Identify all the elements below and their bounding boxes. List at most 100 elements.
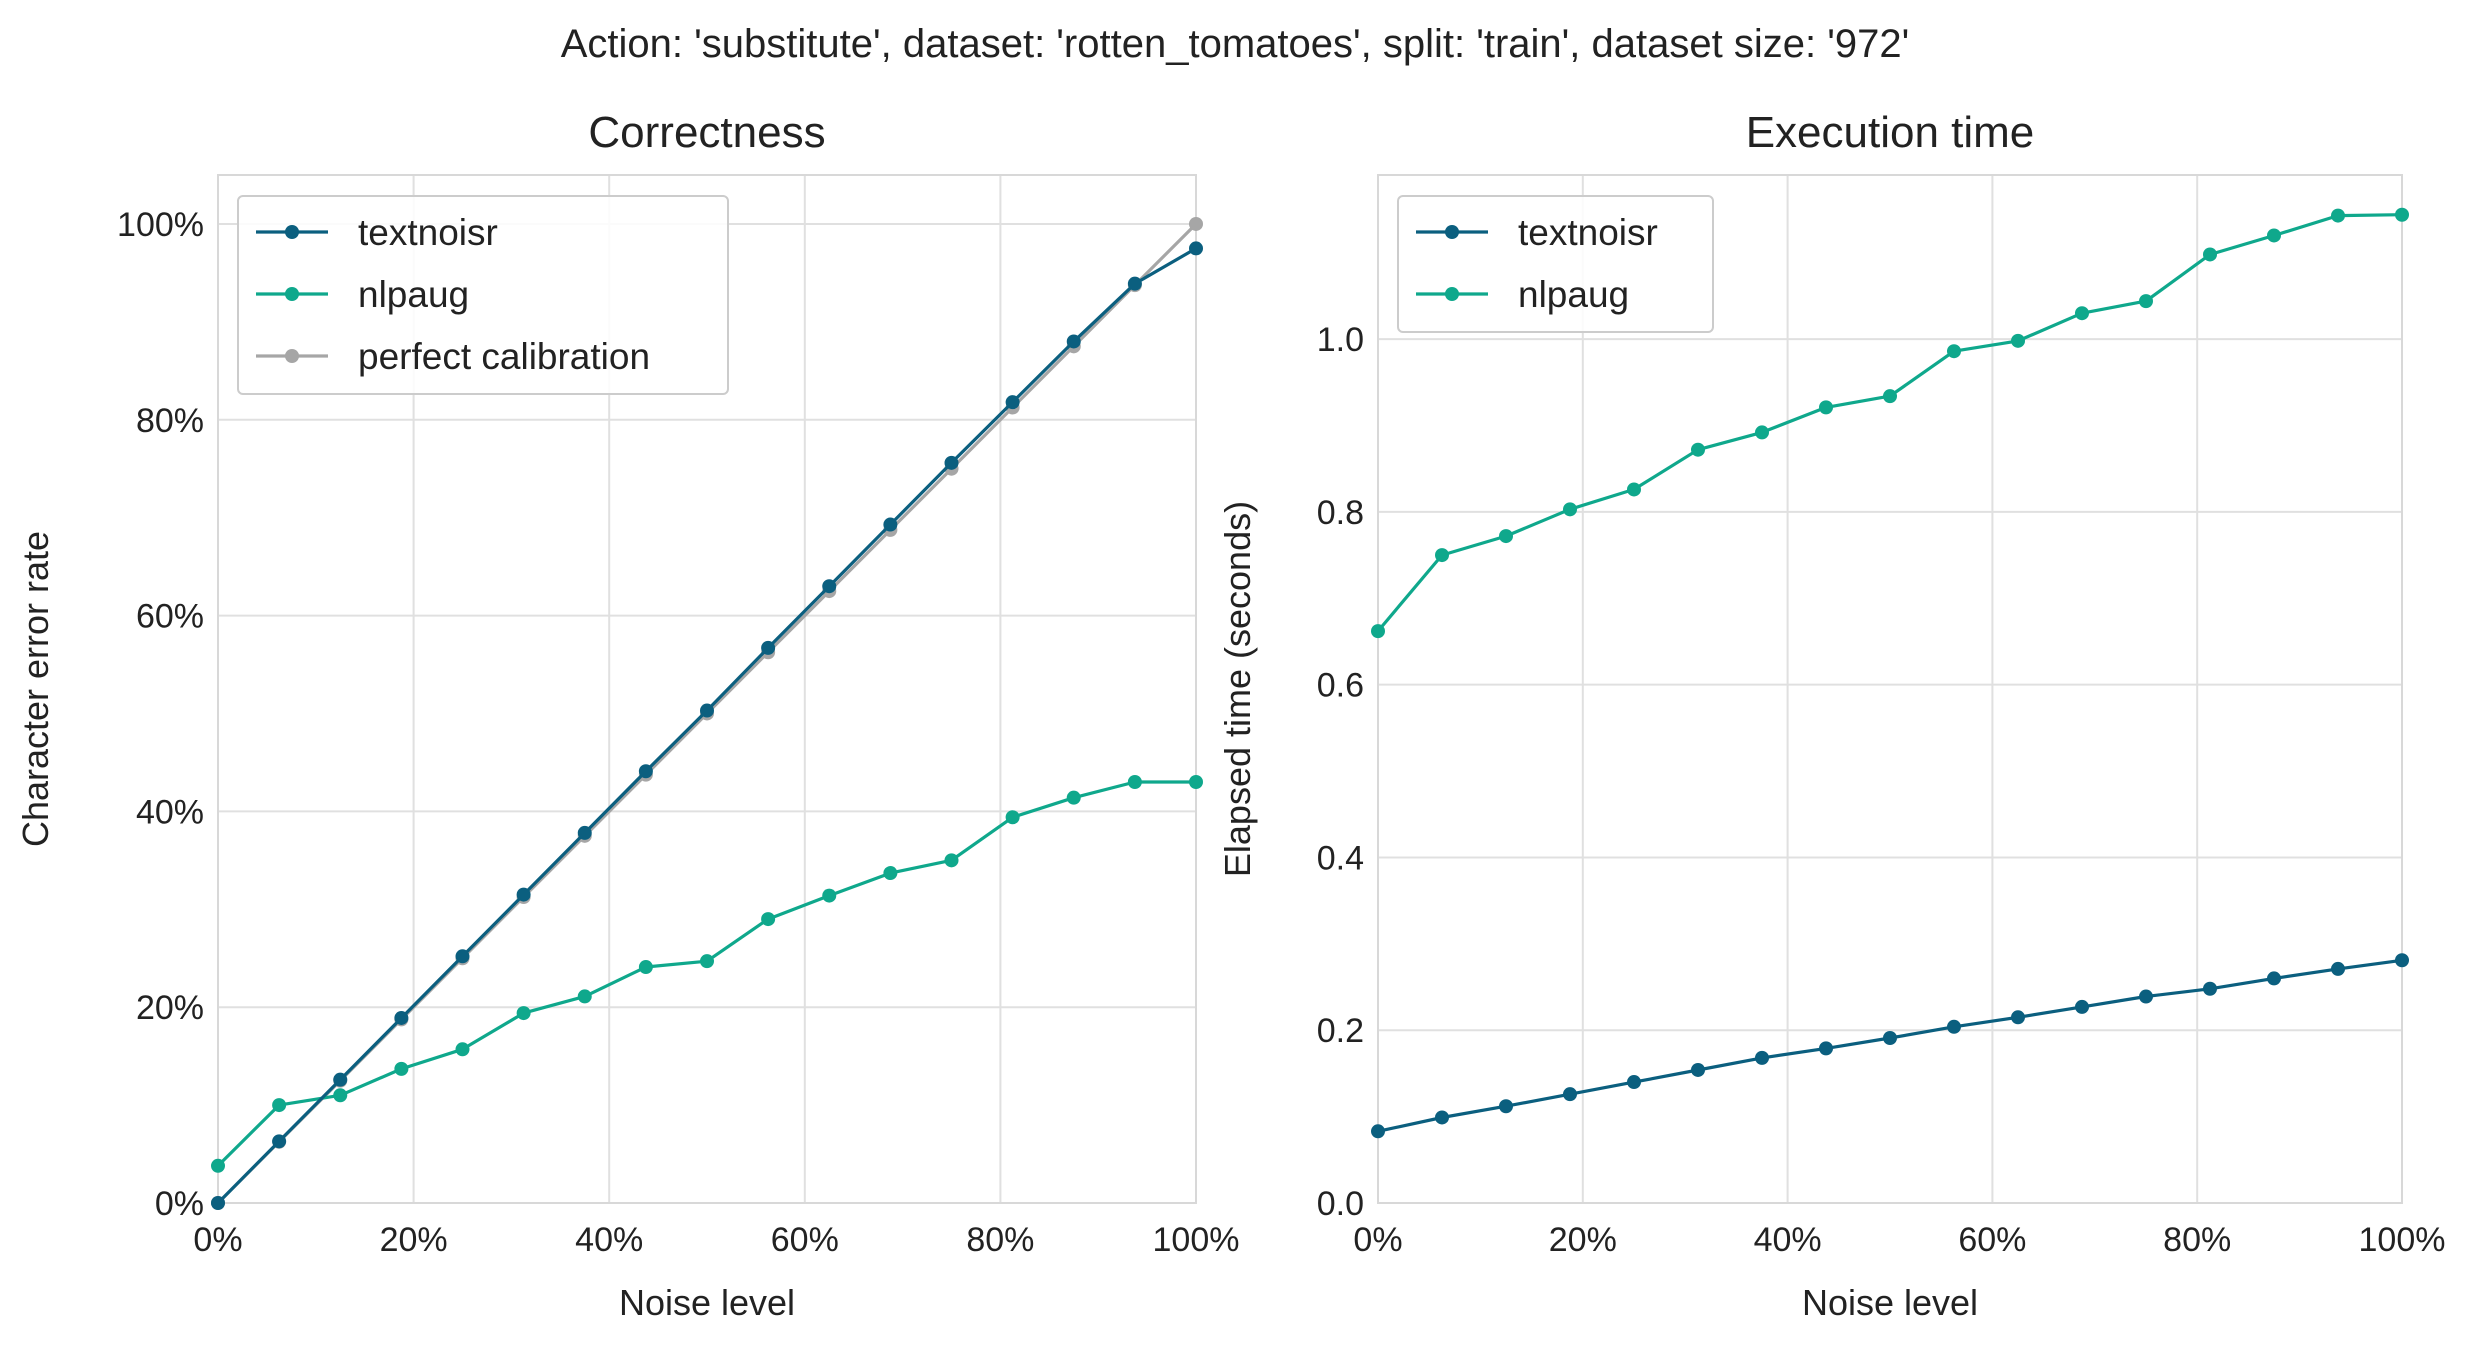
y-tick-label: 1.0 [1317, 321, 1364, 359]
x-axis-label: Noise level [1802, 1282, 1978, 1323]
data-point-textnoisr [1066, 334, 1081, 349]
data-point-textnoisr [883, 517, 898, 532]
x-tick-label: 0% [1353, 1221, 1402, 1259]
legend-entry-label: nlpaug [1518, 274, 1629, 315]
y-tick-label: 0.8 [1317, 494, 1364, 532]
data-point-textnoisr [455, 949, 470, 964]
x-tick-label: 0% [193, 1221, 242, 1259]
data-point-textnoisr [2011, 1010, 2025, 1025]
y-tick-label: 100% [117, 206, 204, 244]
data-point-textnoisr [1127, 276, 1142, 291]
data-point-nlpaug [333, 1088, 348, 1103]
legend-entry-label: perfect calibration [358, 336, 650, 377]
data-point-textnoisr [944, 455, 959, 470]
figure-suptitle: Action: 'substitute', dataset: 'rotten_t… [560, 22, 1910, 66]
legend-entry-label: textnoisr [358, 212, 498, 253]
plot-frame [1377, 174, 2403, 1204]
data-point-nlpaug [761, 912, 776, 927]
data-point-nlpaug [1819, 400, 1833, 415]
data-point-textnoisr [1371, 1124, 1385, 1139]
data-point-textnoisr [1005, 395, 1020, 410]
data-point-nlpaug [394, 1061, 409, 1076]
data-point-textnoisr [1499, 1099, 1513, 1114]
data-point-nlpaug [516, 1006, 531, 1021]
data-point-nlpaug [944, 853, 959, 868]
data-point-textnoisr [394, 1010, 409, 1025]
chart-title: Correctness [588, 108, 825, 157]
y-tick-label: 0.6 [1317, 667, 1364, 705]
y-tick-label: 80% [136, 402, 204, 440]
legend-frame [237, 195, 729, 395]
data-point-nlpaug [1499, 529, 1513, 544]
y-tick-label: 0.4 [1317, 839, 1364, 877]
data-point-textnoisr [1883, 1031, 1897, 1046]
data-point-nlpaug [1883, 389, 1897, 404]
y-tick-label: 40% [136, 793, 204, 831]
data-point-textnoisr [1947, 1019, 1961, 1034]
data-point-nlpaug [2395, 207, 2409, 222]
data-point-nlpaug [638, 960, 653, 975]
data-point-nlpaug [2075, 306, 2089, 321]
series-layer [1371, 207, 2409, 1139]
series-line-textnoisr [1377, 958, 2403, 1133]
x-tick-label: 20% [1549, 1221, 1617, 1259]
data-point-textnoisr [272, 1134, 287, 1149]
correctness-chart: 0% 20% 40% 60% 80% 100% 0% 20% 40% 60% 80% 100% Corr… [15, 108, 1239, 1323]
legend-marker-swatch [1445, 287, 1459, 301]
x-axis-label: Noise level [619, 1282, 795, 1323]
x-tick-label: 40% [1754, 1221, 1822, 1259]
data-point-textnoisr [1819, 1041, 1833, 1056]
x-tick-label: 20% [380, 1221, 448, 1259]
data-point-textnoisr [822, 579, 837, 594]
data-point-textnoisr [2331, 961, 2345, 976]
data-point-nlpaug [211, 1158, 225, 1173]
execution-time-chart: 0% 20% 40% 60% 80% 100% 0.0 0.2 0.4 0.6 0.8 1.0 Exec… [1217, 108, 2445, 1323]
plot-frame [217, 174, 1197, 1204]
data-point-nlpaug [1691, 442, 1705, 457]
series-layer [211, 216, 1203, 1210]
data-point-textnoisr [2395, 953, 2409, 968]
x-tick-label: 80% [2163, 1221, 2231, 1259]
y-tick-label: 20% [136, 989, 204, 1027]
data-point-textnoisr [516, 887, 531, 902]
y-tick-label: 0.2 [1317, 1012, 1364, 1050]
y-axis-label: Elapsed time (seconds) [1217, 501, 1258, 877]
legend-marker-swatch [285, 349, 299, 363]
x-tick-label: 40% [575, 1221, 643, 1259]
data-point-textnoisr [2139, 989, 2153, 1004]
data-point-textnoisr [577, 825, 592, 840]
x-tick-label: 60% [1958, 1221, 2026, 1259]
data-point-textnoisr [1435, 1110, 1449, 1125]
data-point-nlpaug [2011, 333, 2025, 348]
data-point-textnoisr [211, 1196, 225, 1210]
x-tick-label: 100% [2359, 1221, 2446, 1259]
data-point-textnoisr [638, 764, 653, 779]
data-point-nlpaug [2139, 294, 2153, 309]
data-point-nlpaug [1563, 502, 1577, 517]
data-point-textnoisr [1755, 1050, 1769, 1065]
data-point-nlpaug [1371, 624, 1385, 639]
x-tick-label: 100% [1153, 1221, 1240, 1259]
legend-entry-label: nlpaug [358, 274, 469, 315]
legend-marker-swatch [285, 287, 299, 301]
data-point-nlpaug [700, 954, 714, 969]
data-point-nlpaug [1066, 790, 1081, 805]
data-point-textnoisr [1691, 1062, 1705, 1077]
data-point-textnoisr [700, 703, 714, 718]
data-point-textnoisr [2203, 981, 2217, 996]
x-tick-label: 80% [966, 1221, 1034, 1259]
data-point-nlpaug [822, 888, 837, 903]
legend: textnoisr nlpaug [1397, 195, 1714, 333]
legend-entry-label: textnoisr [1518, 212, 1658, 253]
data-point-nlpaug [1755, 425, 1769, 440]
legend-marker-swatch [1445, 225, 1459, 239]
data-point-nlpaug [2331, 208, 2345, 223]
data-point-nlpaug [1947, 344, 1961, 359]
y-tick-label: 0% [155, 1185, 204, 1223]
data-point-nlpaug [272, 1098, 287, 1113]
y-axis-label: Character error rate [15, 531, 56, 847]
series-line-nlpaug [216, 780, 1196, 1167]
data-point-nlpaug [577, 989, 592, 1004]
legend-marker-swatch [285, 225, 299, 239]
